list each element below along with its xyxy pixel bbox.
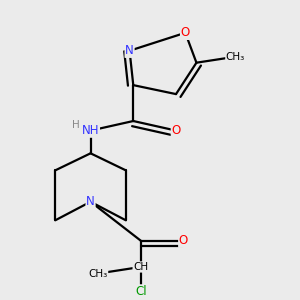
Text: O: O: [181, 26, 190, 39]
Text: H: H: [72, 120, 80, 130]
Text: O: O: [171, 124, 181, 137]
Text: CH₃: CH₃: [88, 268, 108, 278]
Text: N: N: [125, 44, 134, 57]
Text: O: O: [179, 234, 188, 247]
Text: CH: CH: [133, 262, 148, 272]
Text: NH: NH: [82, 124, 99, 137]
Text: CH₃: CH₃: [226, 52, 245, 62]
Text: N: N: [86, 195, 95, 208]
Text: Cl: Cl: [135, 285, 146, 298]
